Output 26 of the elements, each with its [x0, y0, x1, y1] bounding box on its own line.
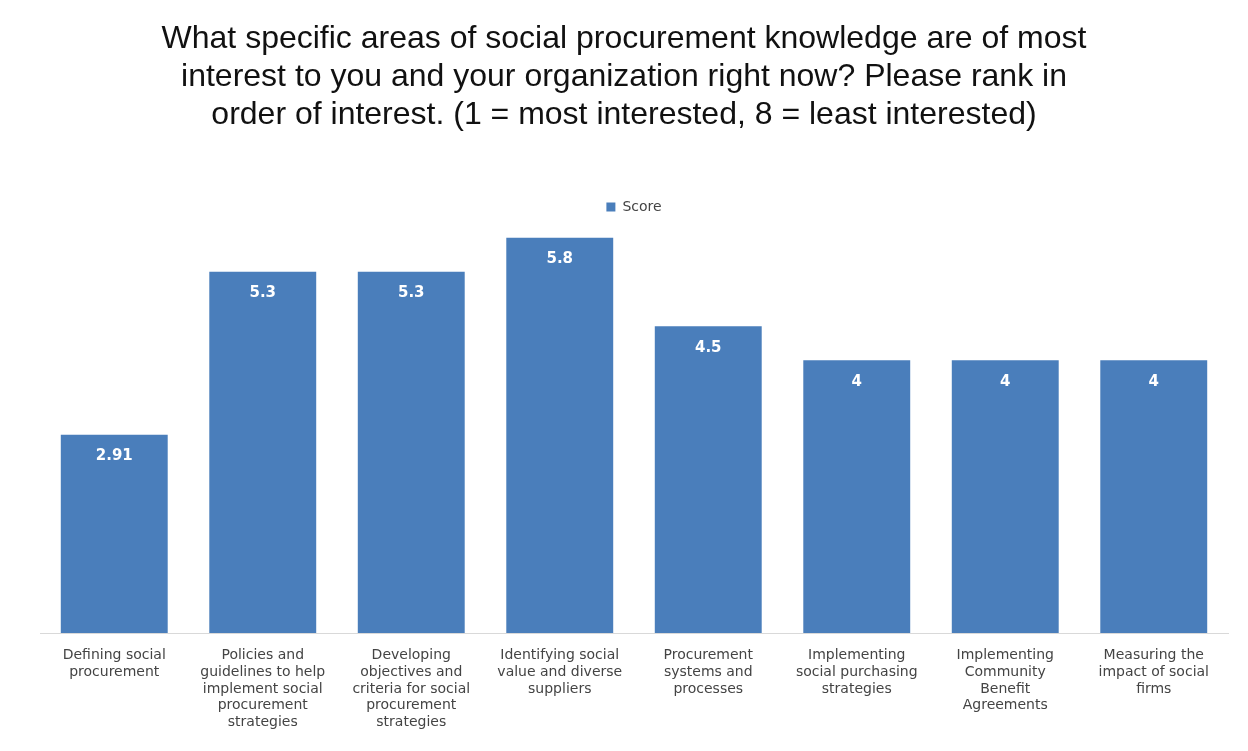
x-tick-label: Implementing social purchasing strategies	[795, 646, 918, 696]
bar	[60, 434, 168, 633]
x-tick-label: Measuring the impact of social firms	[1098, 646, 1209, 696]
data-label: 5.3	[249, 283, 277, 302]
data-label: 2.91	[95, 446, 133, 465]
data-label: 4	[1000, 371, 1011, 390]
bar	[357, 271, 465, 633]
x-tick-label: Identifying social value and diverse suppliers	[497, 646, 623, 696]
x-tick-label: Defining social procurement	[62, 646, 166, 679]
bar	[506, 237, 614, 633]
data-label: 4.5	[694, 337, 722, 356]
legend-label: Score	[622, 197, 662, 214]
bar	[951, 360, 1059, 633]
x-tick-label: Implementing Community Benefit Agreements	[956, 646, 1054, 713]
data-label: 5.3	[397, 283, 425, 302]
data-label: 4	[1148, 371, 1159, 390]
data-label: 5.8	[546, 249, 574, 268]
x-tick-label: Procurement systems and processes	[663, 646, 754, 696]
bar	[1100, 360, 1208, 633]
bar	[654, 326, 762, 633]
bar	[209, 271, 317, 633]
data-label: 4	[851, 371, 862, 390]
bar	[803, 360, 911, 633]
x-tick-label: Developing objectives and criteria for social procurement strategies	[352, 646, 471, 730]
x-tick-label: Policies and guidelines to help implement social procurement strategies	[200, 646, 326, 730]
chart-title: What specific areas of social procurement knowledge are of most interest to you and your organization right now? Please rank in order of interest. (1 = most interested, 8 = least interested)	[160, 18, 1088, 132]
